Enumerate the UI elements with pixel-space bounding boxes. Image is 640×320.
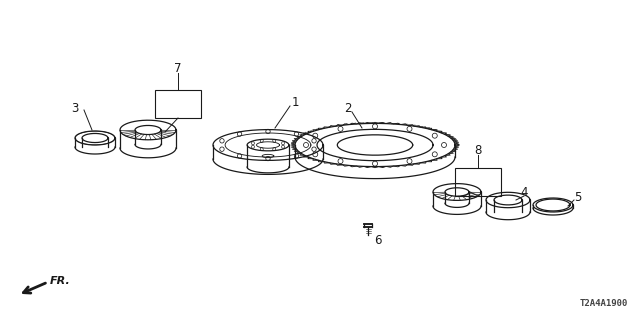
Text: 3: 3 (71, 101, 79, 115)
Text: 4: 4 (520, 186, 528, 198)
Text: 2: 2 (344, 101, 352, 115)
Text: 5: 5 (574, 190, 582, 204)
Text: 1: 1 (291, 95, 299, 108)
Text: 6: 6 (374, 234, 381, 246)
Text: 7: 7 (174, 61, 182, 75)
Text: T2A4A1900: T2A4A1900 (580, 299, 628, 308)
Bar (455, 168, 501, 196)
Text: FR.: FR. (50, 276, 71, 286)
Bar (155, 90, 201, 118)
Text: 8: 8 (474, 143, 482, 156)
